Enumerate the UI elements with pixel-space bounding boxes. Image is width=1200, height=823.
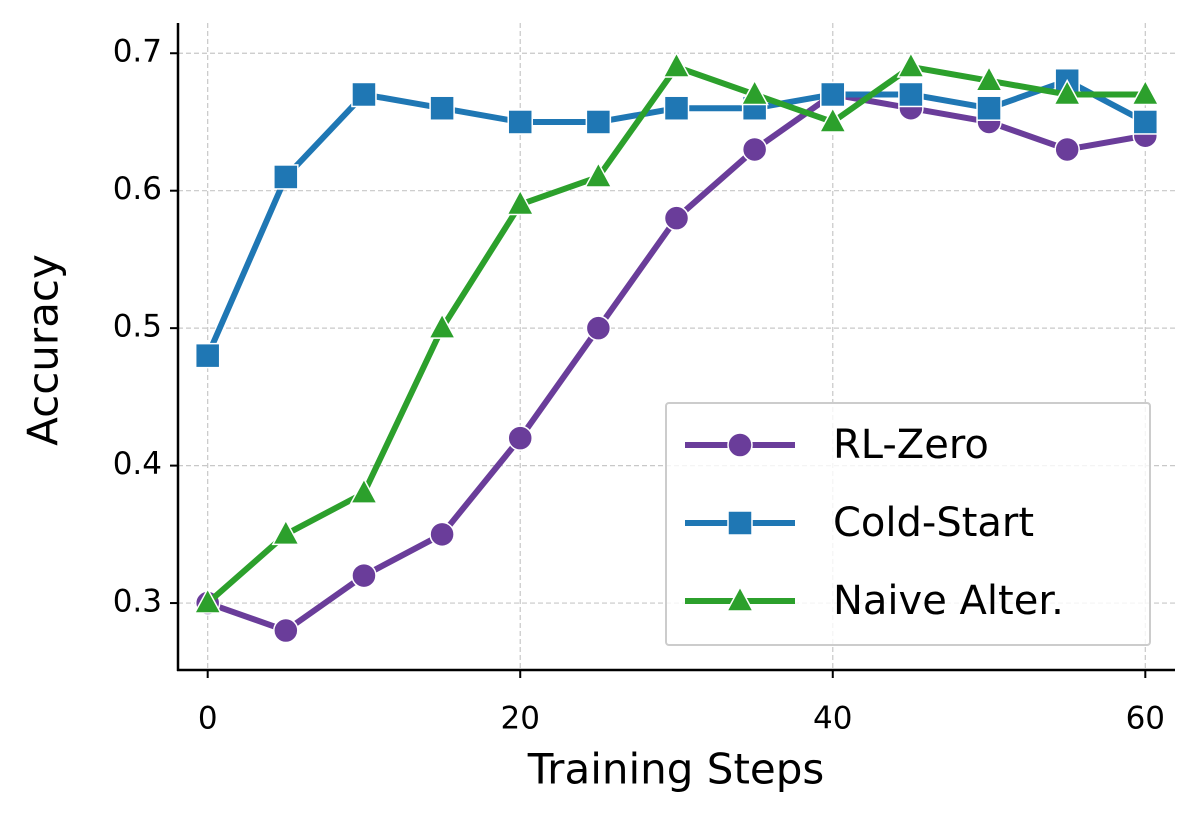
legend-label: Naive Alter. xyxy=(833,578,1064,624)
data-point xyxy=(351,81,377,108)
y-axis-label: Accuracy xyxy=(19,254,68,446)
legend-marker xyxy=(727,432,753,458)
y-tick-label: 0.4 xyxy=(113,446,162,482)
y-tick-label: 0.3 xyxy=(113,584,162,620)
y-tick-label: 0.5 xyxy=(113,309,162,345)
data-point xyxy=(820,81,846,108)
data-point xyxy=(585,109,612,135)
data-point xyxy=(741,136,768,163)
data-point xyxy=(429,95,455,121)
data-point xyxy=(898,81,924,108)
data-point xyxy=(427,312,457,339)
data-point xyxy=(194,342,221,369)
data-point xyxy=(585,315,612,341)
data-point xyxy=(818,106,848,133)
x-tick-label: 0 xyxy=(198,701,218,737)
data-point xyxy=(1131,78,1160,106)
x-tick-label: 60 xyxy=(1126,701,1165,737)
legend-label: Cold-Start xyxy=(833,500,1034,546)
data-point xyxy=(663,95,690,121)
data-point xyxy=(663,205,690,231)
data-point xyxy=(505,188,535,216)
data-point xyxy=(1132,109,1159,135)
data-point xyxy=(1054,136,1080,163)
data-point xyxy=(351,562,377,589)
data-point xyxy=(584,161,613,188)
data-point xyxy=(193,587,222,614)
legend-box xyxy=(665,402,1151,646)
data-point xyxy=(974,65,1004,92)
data-point xyxy=(429,521,455,548)
data-point xyxy=(507,109,533,135)
x-tick-label: 40 xyxy=(813,701,852,737)
data-point xyxy=(273,164,299,190)
data-point xyxy=(1052,78,1082,106)
y-tick-label: 0.7 xyxy=(113,34,162,70)
x-axis-label: Training Steps xyxy=(527,745,825,794)
data-point xyxy=(507,425,533,451)
x-tick-label: 20 xyxy=(501,701,540,737)
data-point xyxy=(349,477,379,504)
data-point xyxy=(271,518,301,546)
data-point xyxy=(976,95,1002,121)
data-point xyxy=(740,78,769,106)
legend-marker xyxy=(727,510,753,536)
data-point xyxy=(896,51,926,78)
data-point xyxy=(273,617,299,644)
data-point xyxy=(662,51,691,78)
legend-marker xyxy=(725,585,755,612)
y-tick-label: 0.6 xyxy=(113,171,162,207)
legend-label: RL-Zero xyxy=(833,422,989,468)
